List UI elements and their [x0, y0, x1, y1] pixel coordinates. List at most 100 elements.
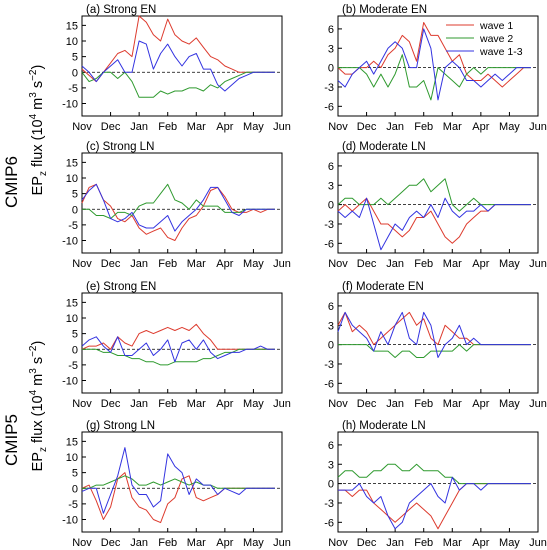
x-tick-label: Dec: [357, 258, 377, 270]
x-tick-label: Dec: [101, 537, 121, 549]
y-tick-label: -5: [68, 360, 78, 372]
y-tick-label: 0: [72, 204, 78, 216]
plot-frame: [337, 292, 539, 394]
x-tick-label: Mar: [443, 398, 462, 410]
y-tick-label: 5: [72, 189, 78, 201]
series-line-wave-1-3: [81, 183, 275, 232]
x-tick-label: May: [499, 258, 520, 270]
y-tick-label: 10: [66, 452, 78, 464]
legend-label: wave 1: [479, 20, 513, 32]
series-line-wave-2: [82, 348, 275, 366]
y-tick-label: 10: [66, 173, 78, 185]
y-tick-label: 3: [328, 43, 334, 55]
y-tick-label: 10: [66, 36, 78, 48]
y-tick-label: -3: [324, 498, 334, 510]
panels: -10 -5 0 5 10 15 Nov Dec Jan Feb Mar Apr May Jun (a) S…: [62, 4, 547, 549]
series-line-wave-1-3: [81, 40, 275, 92]
panel-title: (f) Moderate EN: [342, 281, 424, 293]
series-line-wave-1: [81, 323, 275, 350]
panel-title: (b) Moderate EN: [342, 4, 427, 16]
y-tick-label: -5: [68, 220, 78, 232]
y-tick-label: -10: [62, 236, 78, 248]
series-line-wave-1-3: [337, 311, 531, 358]
x-tick-label: Jun: [529, 121, 547, 133]
y-tick-label: 15: [66, 297, 78, 309]
plot-frame: [337, 15, 539, 117]
x-tick-label: Apr: [472, 258, 489, 270]
panel-title: (a) Strong EN: [86, 4, 156, 16]
x-tick-label: Jun: [529, 398, 547, 410]
y-tick-label: 5: [72, 329, 78, 341]
x-tick-label: Feb: [158, 258, 177, 270]
x-tick-label: Apr: [216, 537, 233, 549]
x-tick-label: Feb: [158, 537, 177, 549]
x-tick-label: Dec: [357, 537, 377, 549]
y-tick-label: -10: [62, 376, 78, 388]
x-tick-label: Nov: [72, 398, 92, 410]
y-tick-label: 15: [66, 157, 78, 169]
y-tick-label: -6: [324, 101, 334, 113]
x-tick-label: Apr: [472, 398, 489, 410]
panel-7: -10 -5 0 5 10 15 Nov Dec Jan Feb Mar Apr May Jun (g) S…: [62, 420, 291, 549]
x-tick-label: Dec: [357, 121, 377, 133]
panel-title: (c) Strong LN: [86, 141, 154, 153]
y-tick-label: 6: [328, 301, 334, 313]
y-tick-label: 5: [72, 468, 78, 480]
panel-6: -6 -3 0 3 6 Nov Dec Jan Feb Mar Apr May Jun (f) Moder…: [324, 281, 547, 410]
x-tick-label: Nov: [328, 258, 348, 270]
series-line-wave-1-3: [338, 476, 531, 530]
series-line-wave-2: [82, 475, 275, 489]
x-tick-label: Feb: [414, 398, 433, 410]
x-tick-label: Feb: [414, 258, 433, 270]
x-tick-label: Feb: [158, 398, 177, 410]
x-tick-label: Jun: [273, 537, 291, 549]
x-tick-label: Apr: [216, 398, 233, 410]
y-tick-label: -6: [324, 517, 334, 529]
series-line-wave-1-3: [337, 197, 531, 251]
x-tick-label: Jan: [386, 398, 404, 410]
row-label-cmip6: CMIP6: [2, 156, 21, 208]
y-tick-label: -5: [68, 83, 78, 95]
x-tick-label: May: [499, 537, 520, 549]
y-tick-label: 10: [66, 313, 78, 325]
y-tick-label: -3: [324, 219, 334, 231]
series-line-wave-1-3: [337, 28, 531, 101]
x-tick-label: Nov: [328, 398, 348, 410]
y-tick-label: 3: [328, 180, 334, 192]
x-tick-label: Jan: [386, 121, 404, 133]
x-tick-label: May: [499, 398, 520, 410]
series-line-wave-1: [81, 183, 275, 241]
x-tick-label: May: [243, 537, 264, 549]
y-tick-label: -6: [324, 378, 334, 390]
x-tick-label: May: [243, 398, 264, 410]
series-line-wave-1: [337, 22, 531, 88]
y-tick-label: 0: [72, 67, 78, 79]
y-tick-label: 5: [72, 52, 78, 64]
series-line-wave-2: [81, 71, 275, 98]
x-tick-label: Jun: [529, 258, 547, 270]
x-tick-label: May: [243, 121, 264, 133]
y-tick-label: -3: [324, 82, 334, 94]
panel-4: -6 -3 0 3 6 Nov Dec Jan Feb Mar Apr May Jun (d) Moder…: [324, 141, 547, 270]
legend-label: wave 2: [479, 33, 513, 45]
x-tick-label: Nov: [72, 537, 92, 549]
series-line-wave-1-3: [81, 447, 275, 514]
panel-8: -6 -3 0 3 6 Nov Dec Jan Feb Mar Apr May Jun (h) Moder…: [324, 420, 547, 549]
x-tick-label: Mar: [187, 258, 206, 270]
x-tick-label: Jun: [273, 398, 291, 410]
y-tick-label: 6: [328, 24, 334, 36]
y-tick-label: 0: [328, 340, 334, 352]
x-tick-label: Mar: [443, 121, 462, 133]
x-tick-label: Apr: [472, 121, 489, 133]
x-tick-label: Nov: [72, 258, 92, 270]
y-tick-label: 6: [328, 440, 334, 452]
x-tick-label: Jan: [130, 537, 148, 549]
y-tick-label: 3: [328, 320, 334, 332]
y-tick-label: 15: [66, 436, 78, 448]
y-tick-label: 15: [66, 20, 78, 32]
y-tick-label: -3: [324, 359, 334, 371]
y-tick-label: -10: [62, 99, 78, 111]
x-tick-label: Jan: [130, 398, 148, 410]
x-tick-label: Nov: [328, 537, 348, 549]
